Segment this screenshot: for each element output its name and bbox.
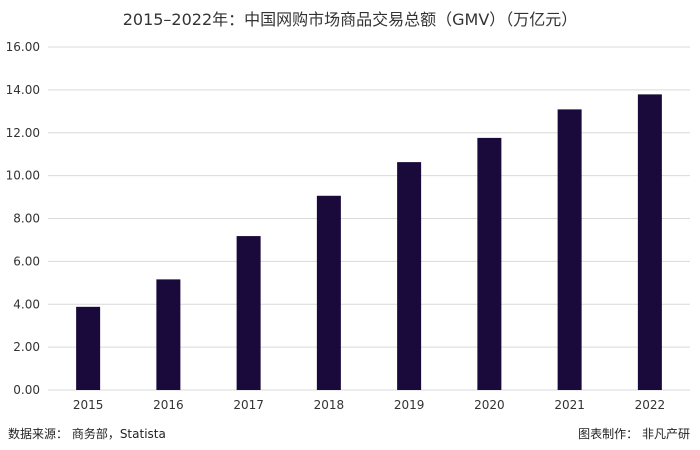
bar-2022 <box>637 94 662 390</box>
bar-2019 <box>397 162 422 390</box>
y-tick-label: 8.00 <box>13 212 40 226</box>
bar-2021 <box>557 109 582 391</box>
y-axis-ticks: 0.00 2.00 4.00 6.00 8.00 10.00 12.00 14.00 16.00 <box>6 40 40 397</box>
x-tick-label: 2022 <box>635 398 666 412</box>
bars <box>76 94 662 391</box>
y-tick-label: 16.00 <box>6 40 40 54</box>
y-tick-label: 10.00 <box>6 169 40 183</box>
x-tick-label: 2021 <box>554 398 585 412</box>
x-tick-label: 2019 <box>394 398 425 412</box>
x-tick-label: 2017 <box>233 398 264 412</box>
x-tick-label: 2018 <box>314 398 345 412</box>
bar-2016 <box>156 279 181 390</box>
y-tick-label: 14.00 <box>6 83 40 97</box>
y-tick-label: 0.00 <box>13 383 40 397</box>
bar-2020 <box>477 137 502 390</box>
y-tick-label: 4.00 <box>13 297 40 311</box>
data-source-note: 数据来源： 商务部，Statista <box>8 427 166 441</box>
bar-2018 <box>316 195 341 390</box>
y-tick-label: 2.00 <box>13 340 40 354</box>
y-tick-label: 6.00 <box>13 254 40 268</box>
x-tick-label: 2015 <box>73 398 104 412</box>
gridlines <box>48 46 690 391</box>
x-tick-label: 2020 <box>474 398 505 412</box>
chart-credit-note: 图表制作： 非凡产研 <box>578 427 690 441</box>
chart-title: 2015–2022年：中国网购市场商品交易总额（GMV）（万亿元） <box>122 10 578 29</box>
y-tick-label: 12.00 <box>6 126 40 140</box>
bar-2015 <box>76 306 101 390</box>
bar-2017 <box>236 236 261 390</box>
x-axis-ticks: 2015 2016 2017 2018 2019 2020 2021 2022 <box>73 398 665 412</box>
x-tick-label: 2016 <box>153 398 184 412</box>
